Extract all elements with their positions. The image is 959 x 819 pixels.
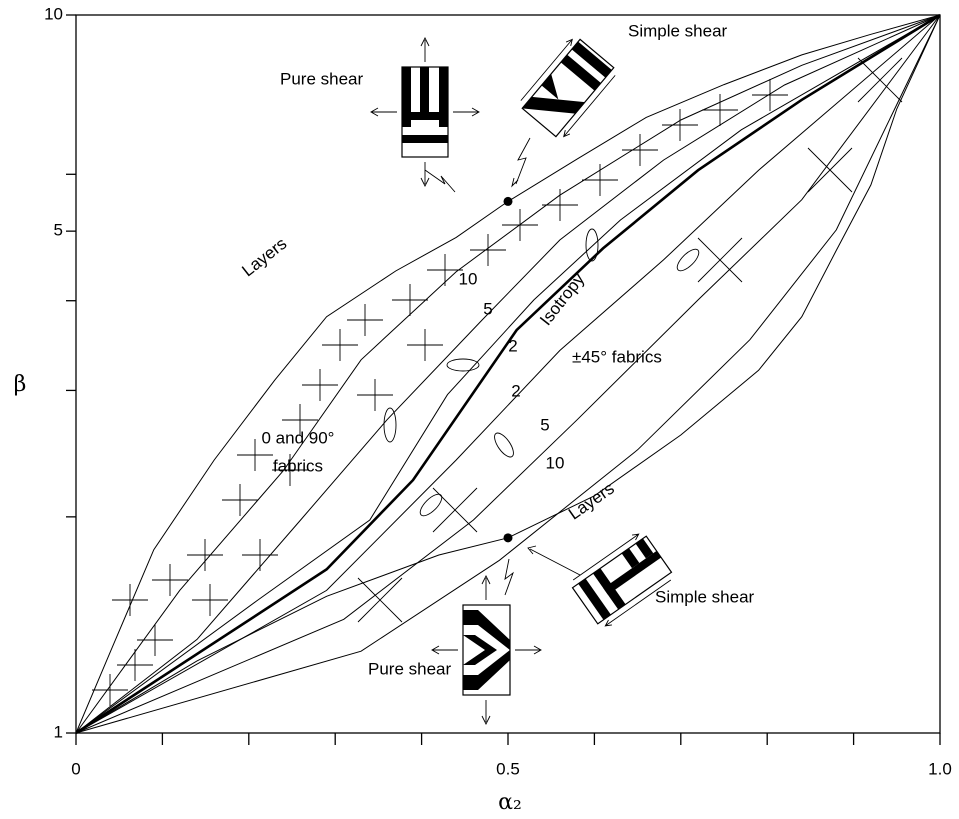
fabric-cross (542, 189, 578, 221)
fabric-cross (192, 584, 228, 616)
curve-label: Isotropy (536, 269, 589, 329)
fabric-cross (582, 164, 618, 196)
fabric-cross (272, 454, 308, 486)
fabric-cross (222, 484, 258, 516)
fabric-cross (702, 94, 738, 126)
fabric-cross (117, 649, 153, 681)
contour-line (75, 14, 941, 734)
pure-shear-icon (370, 36, 480, 193)
state-point (503, 533, 513, 543)
contour-line (75, 14, 941, 734)
fabric-cross (137, 624, 173, 656)
contour-line (75, 13, 941, 735)
contour-label: 5 (540, 415, 549, 434)
contour-label: 2 (508, 336, 517, 355)
y-axis-label: β (14, 372, 27, 397)
fabric-cross (427, 254, 463, 286)
annotation: Simple shear (628, 21, 728, 40)
fabric-cross (807, 147, 853, 193)
y-tick-label: 5 (54, 221, 63, 240)
fabric-cross (470, 234, 506, 266)
contour-line (75, 14, 941, 734)
fabric-cross (432, 487, 478, 533)
y-tick-label: 10 (44, 4, 63, 23)
contour-line (75, 14, 941, 734)
fabric-cross (662, 109, 698, 141)
contour-label: 2 (511, 381, 520, 400)
x-tick-label: 0.5 (496, 759, 520, 778)
fabric-cross (152, 564, 188, 596)
simple-shear-icon (520, 38, 616, 138)
x-axis-label: α₂ (498, 790, 522, 815)
fabric-cross (302, 369, 338, 401)
fabric-cross (697, 237, 743, 283)
contour-line (75, 14, 941, 734)
fabric-cross (857, 57, 903, 103)
simple-shear-icon (571, 533, 673, 627)
fabric-cross (357, 379, 393, 411)
annotation: ±45° fabrics (572, 347, 662, 366)
decoration (92, 36, 903, 726)
curve-label: Layers (238, 234, 290, 280)
x-tick-label: 0 (71, 759, 80, 778)
fabric-cross (322, 329, 358, 361)
contour-line (75, 14, 941, 734)
fabric-cross (237, 439, 273, 471)
annotation: Simple shear (655, 587, 755, 606)
annotation: 0 and 90° (262, 428, 335, 447)
annotation: Pure shear (280, 69, 363, 88)
contour-label: 5 (483, 299, 492, 318)
y-tick-label: 1 (54, 722, 63, 741)
contour-line (75, 14, 941, 734)
fabric-cross (392, 284, 428, 316)
x-tick-label: 1.0 (928, 759, 952, 778)
state-point (503, 196, 513, 206)
fabric-cross (112, 584, 148, 616)
fabric-cross (407, 329, 443, 361)
contour-label: 10 (459, 269, 478, 288)
fabric-cross (282, 404, 318, 436)
pure-shear-icon (431, 558, 542, 726)
annotation: Pure shear (368, 659, 451, 678)
fabric-cross (187, 539, 223, 571)
fabric-cross (357, 577, 403, 623)
fabric-cross (347, 304, 383, 336)
contour-line (75, 14, 941, 734)
annotation: fabrics (273, 456, 323, 475)
fabric-cross (752, 79, 788, 111)
fabric-cross (92, 674, 128, 706)
contour-label: 10 (546, 453, 565, 472)
fabric-cross (242, 539, 278, 571)
fabric-cross (622, 134, 658, 166)
